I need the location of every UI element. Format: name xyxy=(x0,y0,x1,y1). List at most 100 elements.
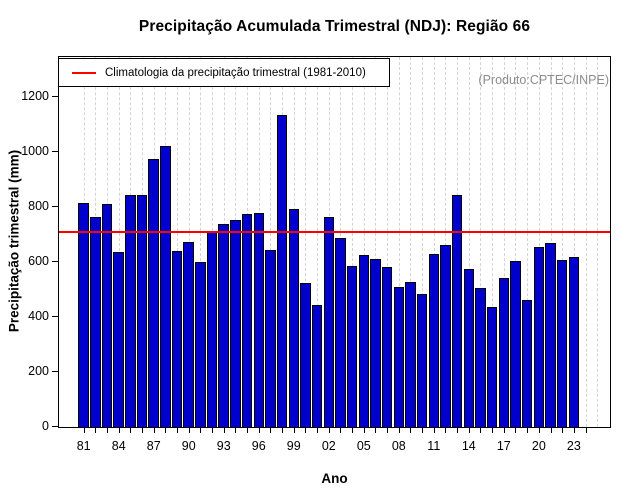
legend-box: Climatologia da precipitação trimestral … xyxy=(58,58,390,87)
bar-1992 xyxy=(206,231,218,427)
bar-2021 xyxy=(545,243,556,427)
x-tick xyxy=(375,428,377,433)
x-tick xyxy=(165,428,167,433)
gridline xyxy=(573,57,575,427)
bar-2000 xyxy=(300,283,311,427)
x-tick xyxy=(398,428,400,433)
gridline xyxy=(597,57,599,427)
x-tick-label: 84 xyxy=(111,439,126,453)
bar-2019 xyxy=(521,300,533,427)
x-tick-label: 02 xyxy=(321,439,336,453)
gridline xyxy=(480,57,482,427)
x-tick xyxy=(352,428,354,433)
x-tick-label: 17 xyxy=(496,439,511,453)
bar-2011 xyxy=(428,254,440,427)
bar-1993 xyxy=(218,224,229,427)
gridline xyxy=(118,57,120,427)
bar-2010 xyxy=(416,294,428,427)
bar-1991 xyxy=(195,262,206,427)
bar-2009 xyxy=(405,282,416,427)
gridline xyxy=(492,57,494,427)
x-tick xyxy=(340,428,342,433)
bar-1987 xyxy=(148,159,159,427)
bar-2023 xyxy=(568,257,580,427)
bar-1998 xyxy=(276,115,288,427)
y-tick-label: 1200 xyxy=(21,89,49,103)
x-tick xyxy=(585,428,587,433)
gridline xyxy=(515,57,517,427)
bar-1983 xyxy=(101,204,113,427)
bar-1996 xyxy=(253,213,264,427)
bar-2012 xyxy=(440,245,451,427)
bar-2001 xyxy=(311,305,323,427)
x-tick-label: 14 xyxy=(461,439,476,453)
bar-1982 xyxy=(90,217,101,427)
x-tick xyxy=(538,428,540,433)
gridline xyxy=(363,57,365,427)
bar-2005 xyxy=(358,255,370,427)
x-tick xyxy=(142,428,144,433)
x-tick xyxy=(200,428,202,433)
x-tick xyxy=(270,428,272,433)
y-tick-label: 200 xyxy=(28,364,49,378)
gridline xyxy=(317,57,319,427)
x-tick xyxy=(573,428,575,433)
x-tick xyxy=(188,428,190,433)
bar-2003 xyxy=(335,238,346,427)
gridline xyxy=(503,57,505,427)
bar-2020 xyxy=(533,247,545,427)
legend-line-sample xyxy=(72,71,96,74)
gridline xyxy=(433,57,435,427)
y-tick xyxy=(52,261,58,262)
x-tick xyxy=(107,428,109,433)
x-tick-label: 90 xyxy=(181,439,196,453)
y-tick xyxy=(52,316,58,317)
x-tick xyxy=(153,428,155,433)
bar-2015 xyxy=(475,288,486,427)
gridline xyxy=(422,57,424,427)
x-tick xyxy=(527,428,529,433)
y-tick xyxy=(52,151,58,152)
bar-1990 xyxy=(183,242,194,427)
y-tick-label: 400 xyxy=(28,309,49,323)
x-tick xyxy=(422,428,424,433)
y-tick xyxy=(52,206,58,207)
x-tick xyxy=(410,428,412,433)
gridline xyxy=(270,57,272,427)
climatology-line xyxy=(59,230,610,233)
y-tick-label: 1000 xyxy=(21,144,49,158)
gridline xyxy=(305,57,307,427)
gridline xyxy=(387,57,389,427)
gridline xyxy=(550,57,552,427)
chart-title: Precipitação Acumulada Trimestral (NDJ):… xyxy=(138,18,531,35)
bar-2004 xyxy=(346,266,358,427)
x-tick xyxy=(223,428,225,433)
x-tick-label: 20 xyxy=(531,439,546,453)
gridline xyxy=(375,57,377,427)
x-tick xyxy=(305,428,307,433)
x-tick-label: 99 xyxy=(286,439,301,453)
x-tick-label: 87 xyxy=(146,439,161,453)
y-tick xyxy=(52,96,58,97)
x-tick xyxy=(480,428,482,433)
x-tick xyxy=(212,428,214,433)
bar-1997 xyxy=(265,250,276,427)
bar-2014 xyxy=(463,269,475,427)
x-tick xyxy=(293,428,295,433)
x-tick xyxy=(95,428,97,433)
x-tick xyxy=(468,428,470,433)
x-tick-label: 96 xyxy=(251,439,266,453)
bar-2018 xyxy=(510,261,521,427)
bar-2022 xyxy=(556,260,568,427)
x-tick xyxy=(503,428,505,433)
bar-1988 xyxy=(160,146,171,427)
x-tick xyxy=(317,428,319,433)
x-tick-label: 93 xyxy=(216,439,231,453)
gridline xyxy=(527,57,529,427)
gridline xyxy=(398,57,400,427)
y-tick-label: 600 xyxy=(28,254,49,268)
bar-1994 xyxy=(230,220,241,427)
gridline xyxy=(585,57,587,427)
x-tick xyxy=(363,428,365,433)
